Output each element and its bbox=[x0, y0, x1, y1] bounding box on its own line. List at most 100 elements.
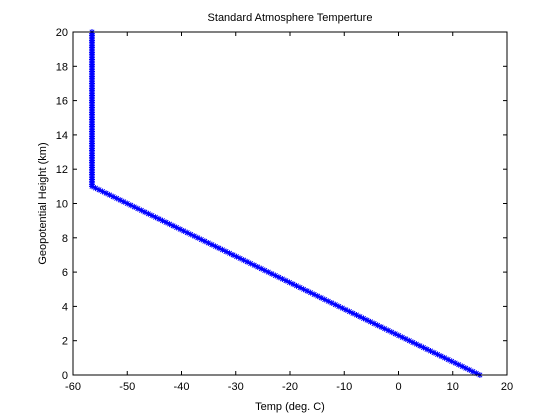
data-point-marker bbox=[427, 347, 434, 354]
data-point-marker bbox=[399, 334, 406, 341]
data-point-marker bbox=[318, 294, 325, 301]
data-point-marker bbox=[289, 281, 296, 288]
y-tick-label: 2 bbox=[62, 336, 68, 348]
data-point-marker bbox=[455, 361, 462, 368]
y-tick-label: 16 bbox=[56, 96, 68, 108]
data-point-marker bbox=[349, 310, 356, 317]
x-tick-label: -40 bbox=[174, 381, 190, 393]
data-point-marker bbox=[448, 358, 455, 365]
data-point-marker bbox=[325, 298, 332, 305]
data-point-marker bbox=[364, 317, 371, 324]
data-point-marker bbox=[226, 250, 233, 257]
data-point-marker bbox=[378, 323, 385, 330]
data-point-marker bbox=[416, 342, 423, 349]
data-point-marker bbox=[170, 222, 177, 229]
data-point-marker bbox=[353, 311, 360, 318]
data-point-marker bbox=[230, 251, 237, 258]
data-point-marker bbox=[328, 299, 335, 306]
data-point-marker bbox=[459, 363, 466, 370]
data-point-marker bbox=[413, 341, 420, 348]
y-tick-label: 12 bbox=[56, 164, 68, 176]
data-point-marker bbox=[452, 359, 459, 366]
data-point-marker bbox=[356, 313, 363, 320]
data-point-marker bbox=[99, 188, 106, 195]
data-point-marker bbox=[406, 337, 413, 344]
data-point-marker bbox=[311, 291, 318, 298]
data-point-marker bbox=[173, 224, 180, 231]
x-tick-label: 10 bbox=[447, 381, 459, 393]
data-point-marker bbox=[420, 344, 427, 351]
data-point-marker bbox=[275, 274, 282, 281]
data-point-marker bbox=[198, 236, 205, 243]
data-point-marker bbox=[237, 255, 244, 262]
data-point-marker bbox=[120, 198, 127, 205]
chart-title: Standard Atmosphere Temperture bbox=[208, 12, 373, 24]
data-point-marker bbox=[402, 335, 409, 342]
data-point-marker bbox=[138, 207, 145, 214]
data-point-marker bbox=[113, 195, 120, 202]
data-point-marker bbox=[215, 245, 222, 252]
plot-area bbox=[73, 32, 507, 375]
data-point-marker bbox=[469, 368, 476, 375]
data-point-marker bbox=[131, 203, 138, 210]
data-point-marker bbox=[335, 303, 342, 310]
data-point-marker bbox=[205, 239, 212, 246]
data-point-marker bbox=[233, 253, 240, 260]
y-tick-label: 4 bbox=[62, 301, 68, 313]
data-point-marker bbox=[438, 353, 445, 360]
data-point-marker bbox=[314, 293, 321, 300]
data-point-marker bbox=[297, 284, 304, 291]
data-point-marker bbox=[187, 231, 194, 238]
data-point-marker bbox=[282, 277, 289, 284]
y-tick-label: 20 bbox=[56, 27, 68, 39]
data-point-marker bbox=[145, 210, 152, 217]
data-point-marker bbox=[134, 205, 141, 212]
data-point-marker bbox=[304, 287, 311, 294]
data-point-marker bbox=[258, 265, 265, 272]
data-point-marker bbox=[342, 306, 349, 313]
data-point-marker bbox=[374, 322, 381, 329]
data-point-marker bbox=[96, 186, 103, 193]
data-point-marker bbox=[212, 243, 219, 250]
data-point-marker bbox=[117, 197, 124, 204]
series-layer bbox=[88, 29, 483, 378]
data-point-marker bbox=[219, 246, 226, 253]
data-point-marker bbox=[388, 329, 395, 336]
y-tick-label: 0 bbox=[62, 370, 68, 382]
data-point-marker bbox=[434, 351, 441, 358]
data-point-marker bbox=[194, 234, 201, 241]
data-point-marker bbox=[339, 305, 346, 312]
data-point-marker bbox=[431, 349, 438, 356]
data-point-marker bbox=[395, 332, 402, 339]
data-point-marker bbox=[381, 325, 388, 332]
data-point-marker bbox=[124, 200, 131, 207]
data-point-marker bbox=[371, 320, 378, 327]
data-point-marker bbox=[155, 215, 162, 222]
data-point-marker bbox=[222, 248, 229, 255]
x-tick-label: -60 bbox=[65, 381, 81, 393]
data-point-marker bbox=[148, 212, 155, 219]
y-tick-label: 18 bbox=[56, 61, 68, 73]
x-tick-label: 0 bbox=[395, 381, 401, 393]
data-point-marker bbox=[300, 286, 307, 293]
data-point-marker bbox=[159, 217, 166, 224]
data-point-marker bbox=[208, 241, 215, 248]
x-tick-label: -30 bbox=[228, 381, 244, 393]
data-point-marker bbox=[141, 209, 148, 216]
data-point-marker bbox=[346, 308, 353, 315]
data-point-marker bbox=[466, 366, 473, 373]
y-tick-label: 8 bbox=[62, 233, 68, 245]
data-point-marker bbox=[265, 269, 272, 276]
y-axis-label: Geopotential Height (km) bbox=[37, 142, 49, 264]
x-tick-label: -50 bbox=[119, 381, 135, 393]
data-point-marker bbox=[92, 185, 99, 192]
y-axis: 0 2 4 6 8 10 12 14 16 18 20 bbox=[56, 27, 507, 382]
data-point-marker bbox=[177, 226, 184, 233]
data-point-marker bbox=[251, 262, 258, 269]
x-tick-label: 20 bbox=[501, 381, 513, 393]
data-point-marker bbox=[103, 190, 110, 197]
data-point-marker bbox=[191, 233, 198, 240]
x-axis: -60 -50 -40 -30 -20 -10 0 10 20 bbox=[65, 32, 513, 393]
